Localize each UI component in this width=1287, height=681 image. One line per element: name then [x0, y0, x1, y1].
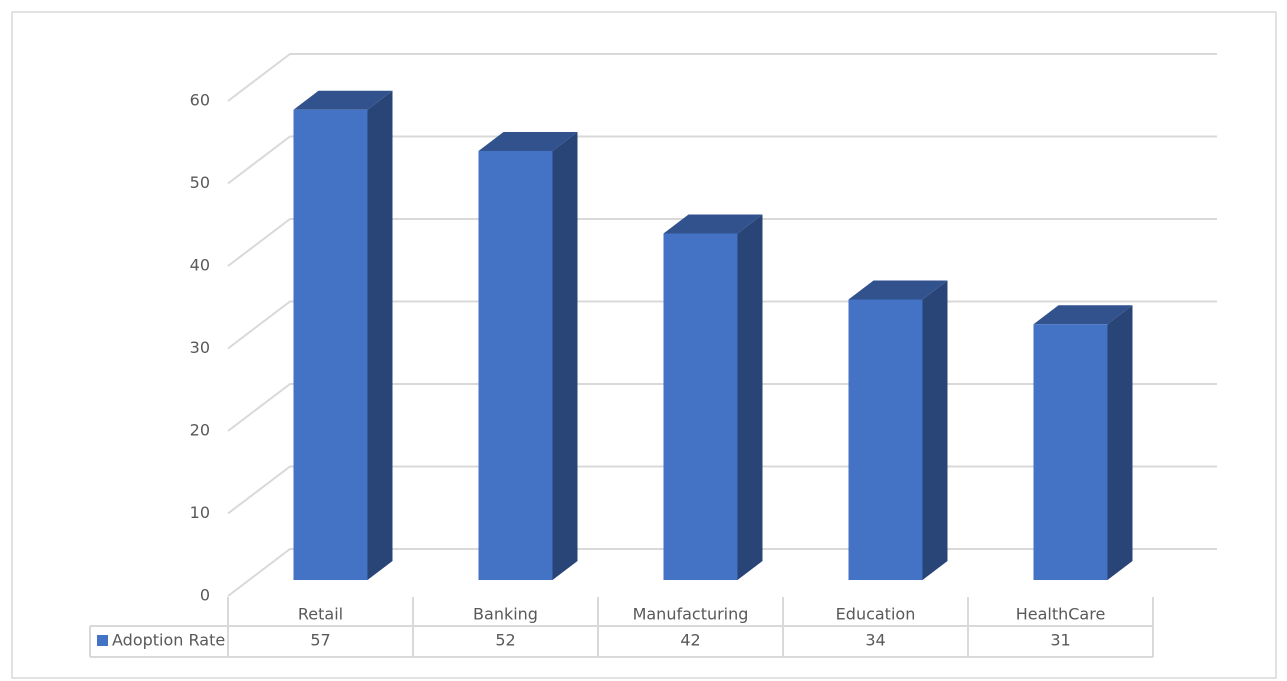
legend-key	[97, 635, 108, 646]
table-value: 57	[310, 631, 330, 650]
bar-top	[663, 214, 763, 234]
y-tick-label: 40	[190, 256, 210, 275]
bar-top	[848, 280, 948, 300]
table-value: 31	[1050, 631, 1070, 650]
bar-side	[1107, 305, 1133, 580]
table-value: 42	[680, 631, 700, 650]
bar-top	[293, 90, 393, 110]
x-tick-label: Education	[836, 605, 916, 624]
bar	[663, 214, 763, 580]
legend-label: Adoption Rate	[112, 631, 225, 650]
bar-side	[922, 280, 948, 580]
x-tick-label: Retail	[298, 605, 343, 624]
bar	[293, 90, 393, 580]
table-value: 34	[865, 631, 885, 650]
bar	[1033, 305, 1133, 580]
table-grid	[89, 597, 1154, 658]
y-tick-label: 20	[190, 421, 210, 440]
y-tick-label: 60	[190, 91, 210, 110]
y-tick-label: 10	[190, 503, 210, 522]
bar-front	[663, 233, 738, 580]
x-tick-label: Manufacturing	[633, 605, 749, 624]
grid-line	[227, 218, 1217, 267]
y-tick-label: 30	[190, 338, 210, 357]
bar-top	[478, 132, 578, 151]
bar-side	[367, 90, 393, 580]
x-tick-label: Banking	[473, 605, 538, 624]
bar-front	[478, 151, 553, 580]
bar-front	[293, 109, 368, 580]
bar-front	[1033, 324, 1108, 580]
bar-side	[552, 132, 578, 580]
bar-front	[848, 299, 923, 580]
x-tick-label: HealthCare	[1016, 605, 1106, 624]
grid-line	[227, 53, 1217, 102]
bar	[848, 280, 948, 580]
bar-top	[1033, 305, 1133, 325]
y-tick-label: 50	[190, 173, 210, 192]
bar	[478, 132, 578, 580]
y-tick-label: 0	[200, 586, 210, 605]
grid-line	[227, 135, 1217, 185]
table-value: 52	[495, 631, 515, 650]
bar-side	[737, 214, 763, 580]
